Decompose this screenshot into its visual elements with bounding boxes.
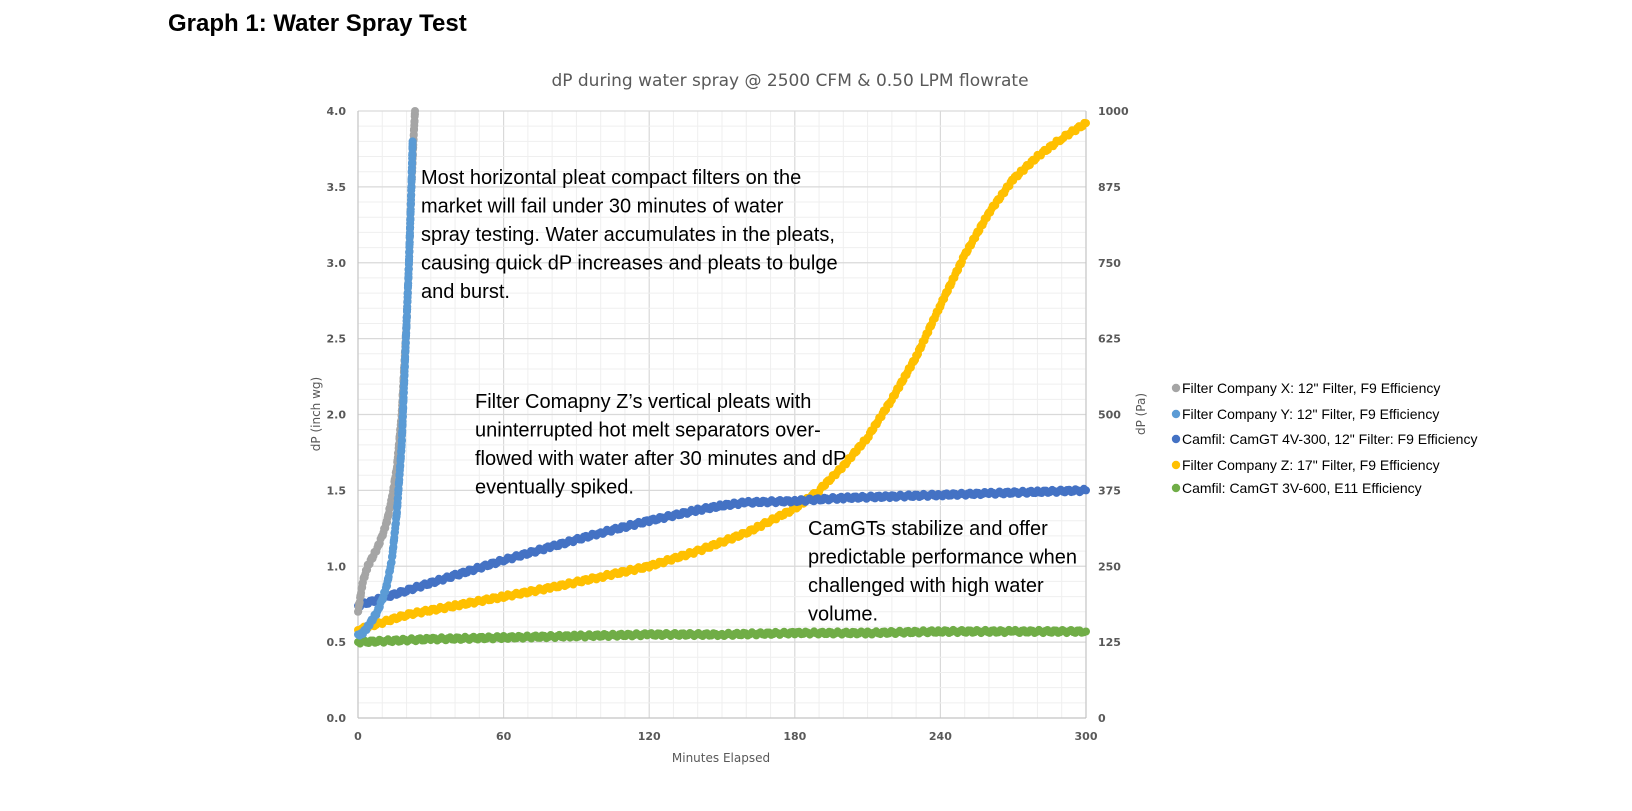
legend-marker [1171,434,1181,444]
y2-tick-label: 750 [1098,257,1121,270]
x-tick-label: 180 [783,730,806,743]
y-tick-label: 1.0 [327,560,347,573]
y-tick-label: 0.0 [327,712,347,725]
legend-entry: Filter Company Y: 12" Filter, F9 Efficie… [1171,406,1439,422]
legend: Filter Company X: 12" Filter, F9 Efficie… [1171,380,1477,496]
annotation-line: predictable performance when [808,547,1077,569]
x-tick-label: 0 [354,730,362,743]
y-tick-label: 2.5 [327,333,347,346]
legend-marker [1171,460,1181,470]
legend-marker [1171,483,1181,493]
annotation-line: Filter Comapny Z’s vertical pleats with [475,391,811,413]
legend-entry: Filter Company Z: 17" Filter, F9 Efficie… [1171,457,1440,473]
y2-tick-label: 1000 [1098,105,1129,118]
annotation-line: flowed with water after 30 minutes and d… [475,448,846,470]
plot-frame [357,111,1087,719]
legend-label: Camfil: CamGT 4V-300, 12" Filter: F9 Eff… [1182,431,1477,447]
chart-title: dP during water spray @ 2500 CFM & 0.50 … [551,71,1028,91]
legend-label: Filter Company X: 12" Filter, F9 Efficie… [1182,380,1440,396]
annotation-line: market will fail under 30 minutes of wat… [421,196,784,218]
series-4 [354,118,1090,635]
legend-label: Camfil: CamGT 3V-600, E11 Efficiency [1182,480,1422,496]
y2-tick-label: 250 [1098,560,1121,573]
y2-tick-label: 125 [1098,636,1121,649]
x-axis-label: Minutes Elapsed [672,751,770,765]
annotation-line: uninterrupted hot melt separators over- [475,420,821,442]
x-tick-label: 120 [638,730,661,743]
legend-label: Filter Company Y: 12" Filter, F9 Efficie… [1182,406,1439,422]
y-tick-label: 4.0 [327,105,347,118]
annotation-line: challenged with high water [808,575,1044,597]
gridlines [357,110,1087,719]
annotation-line: volume. [808,604,878,626]
y2-axis-label: dP (Pa) [1134,393,1148,435]
annotation-1: Most horizontal pleat compact filters on… [421,167,838,303]
data-point [1082,119,1090,128]
legend-marker [1171,409,1181,419]
y2-tick-label: 375 [1098,484,1121,497]
data-series [354,107,1090,648]
annotation-line: spray testing. Water accumulates in the … [421,224,835,246]
page-heading: Graph 1: Water Spray Test [168,10,467,37]
y2-tick-label: 0 [1098,712,1106,725]
annotation-line: and burst. [421,281,510,303]
series-3 [354,484,1090,611]
y-tick-label: 3.5 [327,181,347,194]
legend-marker [1171,383,1181,393]
legend-label: Filter Company Z: 17" Filter, F9 Efficie… [1182,457,1440,473]
data-point [1082,627,1090,636]
data-point [408,137,417,146]
annotation-line: causing quick dP increases and pleats to… [421,253,838,275]
legend-entry: Camfil: CamGT 4V-300, 12" Filter: F9 Eff… [1171,431,1477,447]
y2-tick-label: 500 [1098,409,1121,422]
data-point [1082,486,1090,495]
y2-tick-label: 875 [1098,181,1121,194]
x-tick-label: 60 [496,730,512,743]
legend-entry: Filter Company X: 12" Filter, F9 Efficie… [1171,380,1440,396]
x-tick-label: 300 [1075,730,1098,743]
y-tick-label: 0.5 [327,636,347,649]
series-2 [354,137,417,640]
data-point [411,107,420,115]
annotation-line: eventually spiked. [475,477,634,499]
y2-tick-label: 625 [1098,333,1121,346]
legend-entry: Camfil: CamGT 3V-600, E11 Efficiency [1171,480,1422,496]
annotation-line: CamGTs stabilize and offer [808,518,1048,540]
annotation-3: CamGTs stabilize and offer predictable pe… [808,518,1077,626]
y-tick-label: 3.0 [327,257,347,270]
annotation-2: Filter Comapny Z’s vertical pleats with u… [475,391,846,499]
annotations: Most horizontal pleat compact filters on… [421,167,1077,626]
x-tick-label: 240 [929,730,952,743]
series-5 [354,625,1090,648]
y-tick-label: 1.5 [327,484,347,497]
annotation-line: Most horizontal pleat compact filters on… [421,167,801,189]
tick-labels: 0 60 120 180 240 300 0.0 0.5 1.0 1.5 2.0 2.5 3.0 3.5 4… [327,105,1129,743]
y-tick-label: 2.0 [327,409,347,422]
y-axis-label: dP (inch wg) [309,377,323,451]
